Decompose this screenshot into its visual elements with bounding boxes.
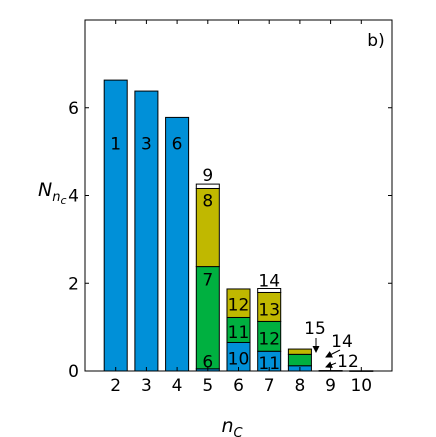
y-tick-label-6: 6 — [68, 99, 79, 119]
panel-label: b) — [367, 31, 384, 51]
y-axis-label-sub: n — [52, 190, 60, 205]
segment-label-6-12: 12 — [228, 295, 250, 315]
x-axis-label-sub: C — [233, 426, 243, 437]
x-tick-label-3: 3 — [141, 376, 152, 396]
y-axis-label: Nnc — [38, 179, 67, 207]
x-tick-label-9: 9 — [325, 376, 336, 396]
x-tick-label-4: 4 — [172, 376, 183, 396]
segment-label-3-3: 3 — [141, 134, 152, 154]
y-axis-label-subsub: c — [60, 194, 66, 207]
segment-label-5-9: 9 — [202, 166, 213, 186]
annotation-arrow-14 — [325, 349, 341, 358]
bar-segment-4-6 — [165, 116, 190, 372]
annotation-label-15: 15 — [304, 319, 326, 339]
y-axis-label-main: N — [38, 179, 52, 201]
bar-segment-8-14 — [287, 353, 312, 367]
bar-segment-2-1 — [103, 79, 128, 372]
bar-segment-8-15 — [287, 348, 312, 355]
segment-label-5-8: 8 — [202, 191, 213, 211]
bars-layer — [103, 79, 374, 372]
x-tick-label-10: 10 — [350, 376, 372, 396]
segment-label-4-6: 6 — [172, 134, 183, 154]
bar-segment-7-14 — [257, 288, 282, 293]
segment-label-7-14: 14 — [258, 271, 280, 291]
bar-segment-6-12 — [226, 288, 251, 318]
x-axis-label: nC — [221, 415, 243, 437]
x-tick-label-8: 8 — [294, 376, 305, 396]
x-tick-label-7: 7 — [264, 376, 275, 396]
bar-segment-3-3 — [134, 90, 159, 372]
segment-label-6-10: 10 — [228, 349, 250, 369]
y-ticks-layer: 0 2 4 6 — [68, 99, 392, 382]
bar-segment-5-9 — [195, 183, 220, 189]
annotation-label-14: 14 — [331, 332, 353, 352]
annotation-arrow-12 — [325, 361, 337, 369]
segment-label-7-13: 13 — [258, 300, 280, 320]
annotation-label-12: 12 — [337, 352, 359, 372]
segment-label-5-6: 6 — [202, 352, 213, 372]
segment-label-7-12: 12 — [258, 330, 280, 350]
x-tick-label-6: 6 — [233, 376, 244, 396]
y-tick-label-4: 4 — [68, 187, 79, 207]
y-tick-label-0: 0 — [68, 362, 79, 382]
x-tick-label-5: 5 — [202, 376, 213, 396]
y-tick-label-2: 2 — [68, 274, 79, 294]
segment-label-6-11: 11 — [228, 323, 250, 343]
segment-label-5-7: 7 — [202, 270, 213, 290]
x-ticks-layer: 2 3 4 5 6 7 8 9 10 — [110, 20, 372, 396]
x-tick-label-2: 2 — [110, 376, 121, 396]
segment-label-2-1: 1 — [110, 134, 121, 154]
x-axis-label-main: n — [221, 415, 233, 437]
segment-label-7-11: 11 — [258, 354, 280, 374]
